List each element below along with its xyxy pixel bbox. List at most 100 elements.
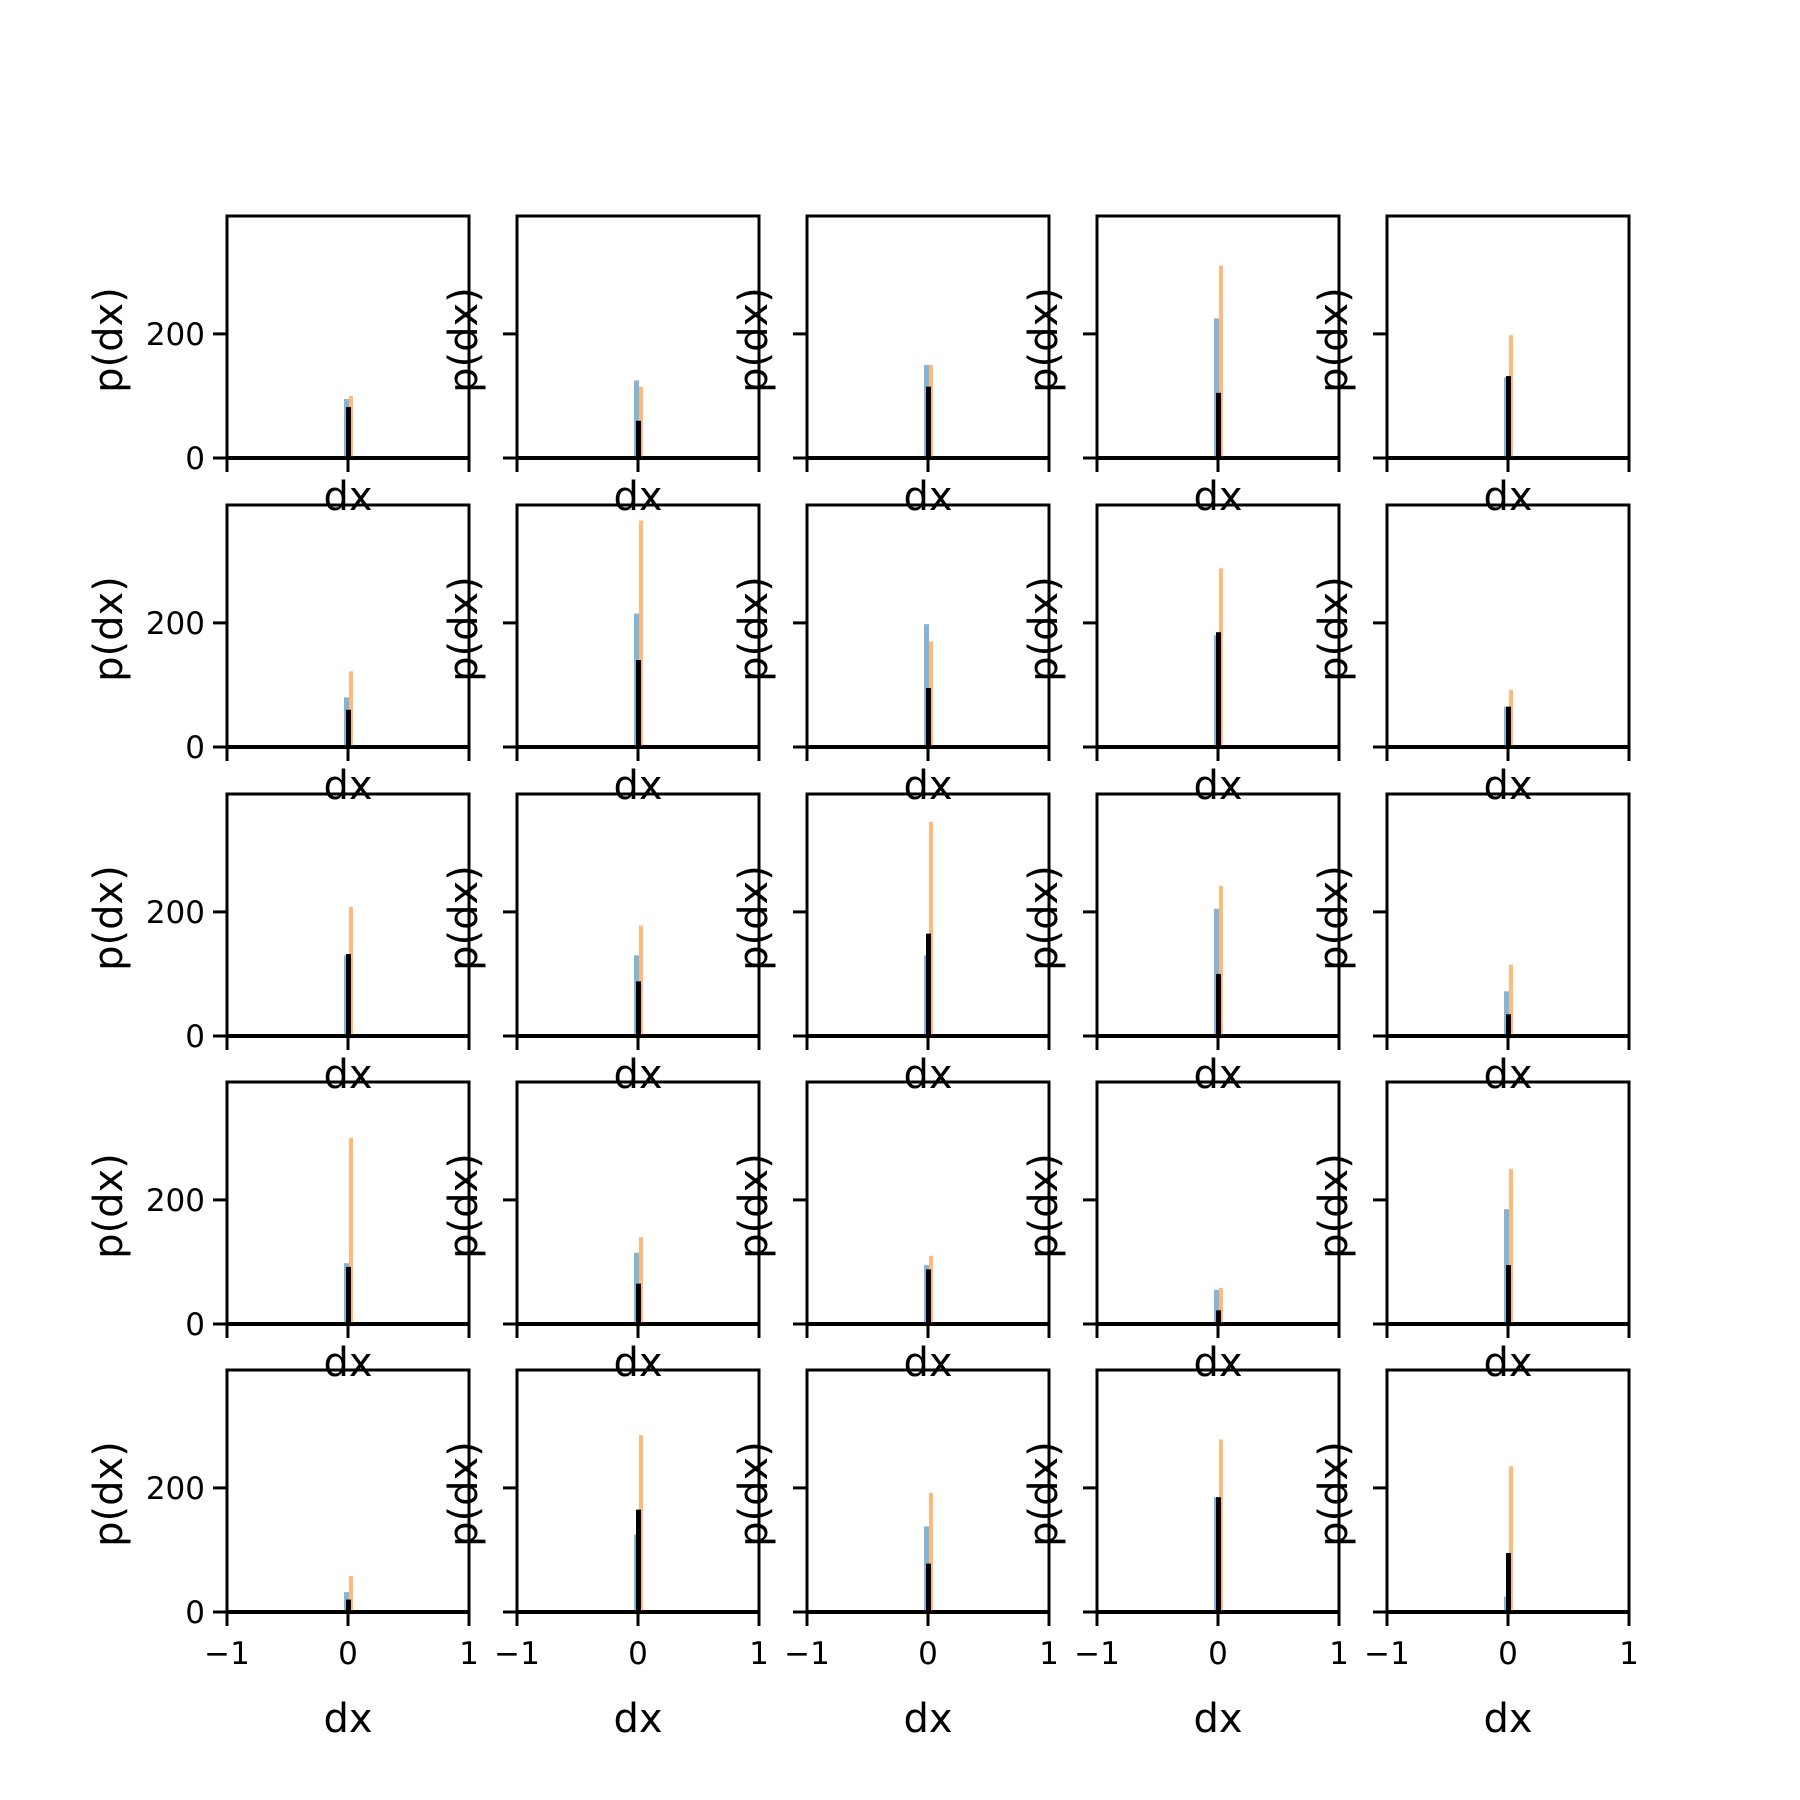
y-axis-label: p(dx) — [441, 1441, 487, 1547]
y-axis-label: p(dx) — [1311, 1153, 1357, 1259]
x-axis-label: dx — [1193, 474, 1242, 520]
x-tick-label: −1 — [204, 1636, 250, 1672]
y-tick-label: 200 — [146, 1471, 205, 1507]
y-axis-label: p(dx) — [86, 287, 132, 393]
hist-bar-series-c — [346, 954, 351, 1036]
y-tick-label: 0 — [185, 1595, 205, 1631]
y-tick-label: 0 — [185, 1307, 205, 1343]
x-axis-label: dx — [903, 763, 952, 809]
x-axis-label: dx — [613, 474, 662, 520]
x-axis-label: dx — [903, 1696, 952, 1742]
axes-frame — [225, 1368, 471, 1614]
y-axis-label: p(dx) — [1311, 1441, 1357, 1547]
x-tick-label: 0 — [628, 1636, 648, 1672]
hist-bar-series-a — [1214, 908, 1219, 1036]
x-tick-label: 1 — [1329, 1636, 1349, 1672]
x-tick-label: 0 — [338, 1636, 358, 1672]
x-tick-label: −1 — [494, 1636, 540, 1672]
y-axis-label: p(dx) — [1021, 287, 1067, 393]
y-tick-label: 200 — [146, 895, 205, 931]
x-tick-label: 1 — [1039, 1636, 1059, 1672]
subplot-2-4: dx p(dx) — [1021, 503, 1341, 809]
x-axis-label: dx — [1483, 474, 1532, 520]
hist-bar-series-b — [1219, 885, 1223, 1036]
x-tick-label: 1 — [1619, 1636, 1639, 1672]
subplot-2-1: 0 200 dx p(dx) — [86, 503, 471, 809]
hist-bar-series-c — [926, 1269, 931, 1324]
hist-bar-series-b — [1219, 265, 1223, 458]
y-tick-label: 200 — [146, 317, 205, 353]
hist-bar-series-c — [926, 386, 931, 458]
x-axis-label: dx — [1483, 763, 1532, 809]
x-tick-label: −1 — [784, 1636, 830, 1672]
subplot-3-5: dx p(dx) — [1311, 792, 1631, 1098]
x-axis-label: dx — [903, 1052, 952, 1098]
x-axis-label: dx — [323, 1696, 372, 1742]
hist-bar-series-c — [1216, 1497, 1221, 1612]
y-axis-label: p(dx) — [731, 865, 777, 971]
subplot-1-5: dx p(dx) — [1311, 214, 1631, 520]
y-axis-label: p(dx) — [1311, 287, 1357, 393]
hist-bar-series-c — [346, 407, 351, 458]
hist-bar-series-b — [349, 671, 353, 747]
subplot-5-2: −1 0 1 dx p(dx) — [441, 1368, 769, 1742]
hist-bar-series-b — [1509, 1168, 1513, 1324]
y-axis-label: p(dx) — [441, 287, 487, 393]
x-axis-label: dx — [323, 474, 372, 520]
y-axis-label: p(dx) — [86, 1441, 132, 1547]
hist-bar-series-a — [1214, 1289, 1219, 1324]
hist-bar-series-c — [1216, 1310, 1221, 1324]
subplot-4-3: dx p(dx) — [731, 1080, 1051, 1386]
subplot-1-4: dx p(dx) — [1021, 214, 1341, 520]
x-tick-label: 0 — [918, 1636, 938, 1672]
y-tick-label: 0 — [185, 730, 205, 766]
x-axis-label: dx — [613, 1052, 662, 1098]
hist-bar-series-b — [1509, 1466, 1513, 1612]
y-axis-label: p(dx) — [1311, 865, 1357, 971]
subplot-5-4: −1 0 1 dx p(dx) — [1021, 1368, 1349, 1742]
subplot-5-3: −1 0 1 dx p(dx) — [731, 1368, 1059, 1742]
y-axis-label: p(dx) — [1021, 1441, 1067, 1547]
hist-bar-series-b — [929, 1492, 933, 1612]
hist-bar-series-c — [346, 1266, 351, 1324]
y-tick-label: 200 — [146, 1183, 205, 1219]
y-axis-label: p(dx) — [86, 576, 132, 682]
hist-bar-series-c — [926, 1563, 931, 1612]
x-axis-label: dx — [323, 1052, 372, 1098]
hist-bar-series-c — [1506, 1014, 1511, 1036]
hist-bar-series-c — [636, 981, 641, 1036]
hist-bar-series-c — [636, 420, 641, 458]
subplot-4-4: dx p(dx) — [1021, 1080, 1341, 1386]
subplot-2-3: dx p(dx) — [731, 503, 1051, 809]
hist-bar-series-b — [639, 520, 643, 747]
x-axis-label: dx — [613, 1340, 662, 1386]
y-tick-label: 0 — [185, 441, 205, 477]
y-axis-label: p(dx) — [731, 1153, 777, 1259]
x-tick-label: 1 — [459, 1636, 479, 1672]
hist-bar-series-c — [636, 1509, 641, 1612]
x-axis-label: dx — [1193, 1340, 1242, 1386]
hist-bar-series-c — [1216, 632, 1221, 747]
y-axis-label: p(dx) — [1021, 865, 1067, 971]
x-tick-label: 0 — [1498, 1636, 1518, 1672]
y-tick-label: 200 — [146, 606, 205, 642]
hist-bar-series-b — [1219, 1288, 1223, 1324]
hist-bar-series-a — [924, 624, 929, 747]
subplot-4-5: dx p(dx) — [1311, 1080, 1631, 1386]
hist-bar-series-c — [1506, 1553, 1511, 1612]
subplot-1-1: 0 200 dx p(dx) — [86, 214, 471, 520]
y-axis-label: p(dx) — [731, 576, 777, 682]
y-tick-label: 0 — [185, 1019, 205, 1055]
subplot-1-2: dx p(dx) — [441, 214, 761, 520]
hist-bar-series-c — [1506, 706, 1511, 747]
x-tick-label: −1 — [1074, 1636, 1120, 1672]
hist-bar-series-c — [636, 1283, 641, 1324]
x-axis-label: dx — [323, 763, 372, 809]
x-axis-label: dx — [1483, 1340, 1532, 1386]
y-axis-label: p(dx) — [731, 287, 777, 393]
subplot-5-5: −1 0 1 dx p(dx) — [1311, 1368, 1639, 1742]
y-axis-label: p(dx) — [441, 865, 487, 971]
x-axis-label: dx — [1193, 763, 1242, 809]
hist-bar-series-c — [1506, 1265, 1511, 1324]
hist-bar-series-b — [639, 925, 643, 1036]
